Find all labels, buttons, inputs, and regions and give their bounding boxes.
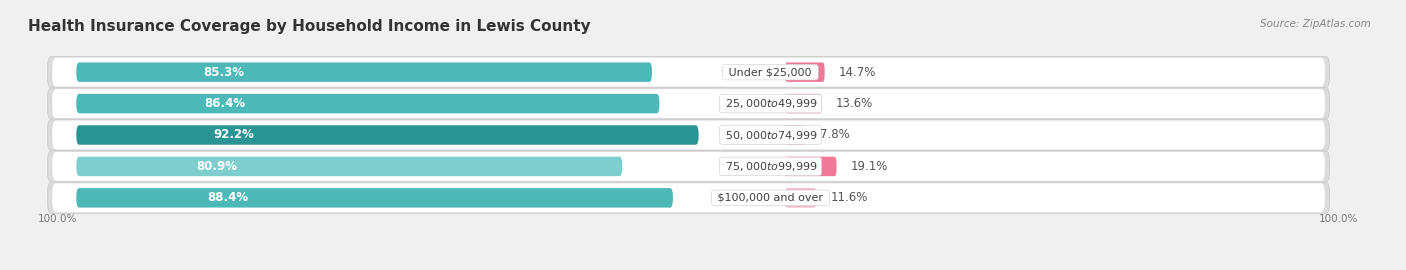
- Text: $50,000 to $74,999: $50,000 to $74,999: [723, 129, 818, 141]
- FancyBboxPatch shape: [52, 120, 1324, 150]
- Text: Under $25,000: Under $25,000: [725, 67, 815, 77]
- FancyBboxPatch shape: [52, 152, 1324, 181]
- Text: 80.9%: 80.9%: [197, 160, 238, 173]
- FancyBboxPatch shape: [76, 62, 652, 82]
- FancyBboxPatch shape: [48, 182, 1330, 214]
- FancyBboxPatch shape: [52, 58, 1324, 87]
- FancyBboxPatch shape: [48, 119, 1330, 151]
- Text: 92.2%: 92.2%: [214, 129, 254, 141]
- FancyBboxPatch shape: [52, 89, 1324, 118]
- Text: 85.3%: 85.3%: [202, 66, 245, 79]
- FancyBboxPatch shape: [76, 157, 623, 176]
- FancyBboxPatch shape: [785, 125, 806, 145]
- Text: 19.1%: 19.1%: [851, 160, 889, 173]
- FancyBboxPatch shape: [785, 157, 837, 176]
- Text: 7.8%: 7.8%: [821, 129, 851, 141]
- Text: 86.4%: 86.4%: [205, 97, 246, 110]
- FancyBboxPatch shape: [48, 88, 1330, 119]
- FancyBboxPatch shape: [76, 125, 699, 145]
- FancyBboxPatch shape: [76, 94, 659, 113]
- Text: Source: ZipAtlas.com: Source: ZipAtlas.com: [1260, 19, 1371, 29]
- Text: $25,000 to $49,999: $25,000 to $49,999: [723, 97, 818, 110]
- FancyBboxPatch shape: [76, 188, 673, 208]
- FancyBboxPatch shape: [785, 62, 825, 82]
- Text: $75,000 to $99,999: $75,000 to $99,999: [723, 160, 818, 173]
- Text: 100.0%: 100.0%: [38, 214, 77, 224]
- Text: 100.0%: 100.0%: [1319, 214, 1358, 224]
- Text: 14.7%: 14.7%: [839, 66, 876, 79]
- FancyBboxPatch shape: [48, 151, 1330, 182]
- FancyBboxPatch shape: [52, 183, 1324, 212]
- Text: 13.6%: 13.6%: [837, 97, 873, 110]
- Text: 11.6%: 11.6%: [831, 191, 868, 204]
- Text: $100,000 and over: $100,000 and over: [714, 193, 827, 203]
- FancyBboxPatch shape: [785, 94, 821, 113]
- FancyBboxPatch shape: [785, 188, 817, 208]
- Text: 88.4%: 88.4%: [208, 191, 249, 204]
- FancyBboxPatch shape: [48, 56, 1330, 88]
- Text: Health Insurance Coverage by Household Income in Lewis County: Health Insurance Coverage by Household I…: [28, 19, 591, 34]
